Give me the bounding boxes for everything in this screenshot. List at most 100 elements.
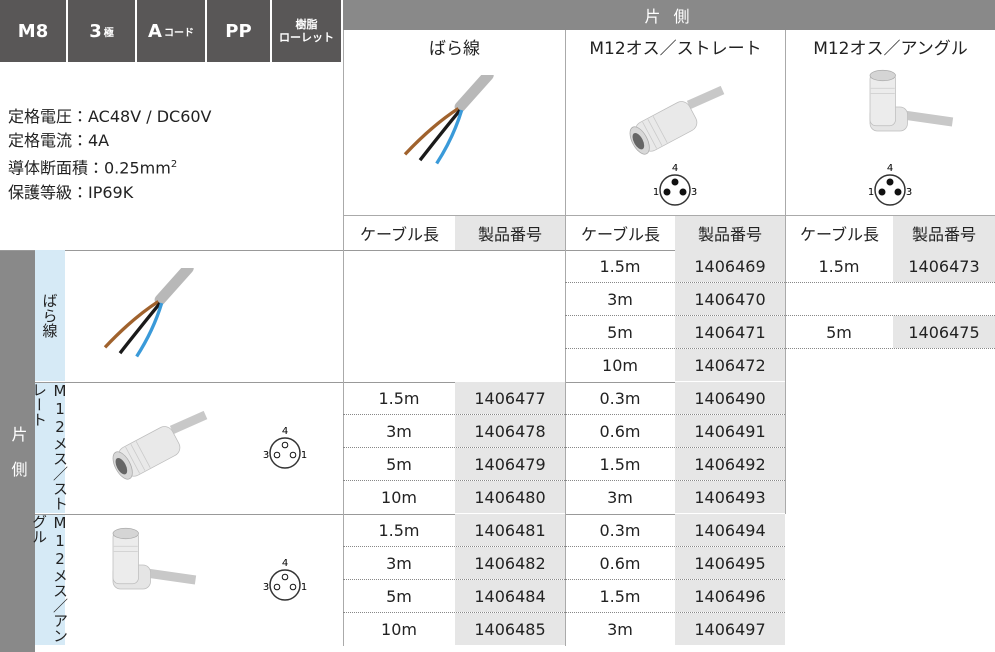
row-rule xyxy=(785,348,995,349)
row-rule xyxy=(565,579,785,580)
product-number: 1406473 xyxy=(893,250,995,282)
image-cell xyxy=(785,62,995,215)
sub-header: 製品番号 xyxy=(893,215,995,250)
badge-line: 樹脂 xyxy=(295,18,318,31)
sub-header: ケーブル長 xyxy=(343,215,455,250)
pin-diagram: 4 1 3 xyxy=(868,163,912,206)
spec-line: 保護等級：IP69K xyxy=(8,181,133,205)
rule xyxy=(343,382,344,514)
pin-label: 1 xyxy=(301,450,307,461)
sub-header: ケーブル長 xyxy=(565,215,675,250)
rule xyxy=(0,250,785,251)
pin-label: 3 xyxy=(691,187,697,198)
pin-shape xyxy=(663,188,671,196)
spec-text: 定格電流：4A xyxy=(8,131,110,151)
cable-image xyxy=(95,268,195,360)
product-number: 1406480 xyxy=(455,481,565,513)
pin-shape xyxy=(289,583,297,591)
product-number: 1406471 xyxy=(675,316,785,348)
spec-sup: 2 xyxy=(170,159,178,171)
cable-length: 3m xyxy=(386,553,412,573)
product-number: 1406481 xyxy=(455,514,565,546)
pin-label: 3 xyxy=(263,450,269,461)
cable-length: 1.5m xyxy=(378,388,420,408)
cable-length: 1.5m xyxy=(599,256,641,276)
row-rule xyxy=(565,282,785,283)
rule xyxy=(565,514,566,646)
row-rule xyxy=(565,612,785,613)
pin-shape xyxy=(886,178,894,186)
cable-length: 1.5m xyxy=(599,586,641,606)
rule xyxy=(35,382,785,383)
pin-diagram: 4 3 1 xyxy=(263,558,307,601)
connector-image xyxy=(88,520,198,610)
product-number: 1406490 xyxy=(675,382,785,414)
group-label: M12メス／ストレート xyxy=(30,382,69,514)
rule xyxy=(35,514,785,515)
rule xyxy=(565,382,566,514)
image-cell xyxy=(565,62,785,215)
pin-shape xyxy=(878,188,886,196)
cable-length: 5m xyxy=(386,586,412,606)
sub-header: 製品番号 xyxy=(455,215,565,250)
pin-shape xyxy=(679,188,687,196)
product-number: 1406469 xyxy=(675,250,785,282)
product-number: 1406477 xyxy=(455,382,565,414)
pin-label: 4 xyxy=(282,558,288,569)
product-number: 1406479 xyxy=(455,448,565,480)
spec-line: 定格電流：4A xyxy=(8,129,109,153)
pin-diagram: 4 3 1 xyxy=(263,426,307,469)
connector-image xyxy=(98,400,208,490)
product-number: 1406472 xyxy=(675,349,785,381)
spec-line: 導体断面積：0.25mm2 xyxy=(8,153,177,180)
pin-label: 1 xyxy=(301,582,307,593)
rule xyxy=(565,250,566,382)
cable-length: 3m xyxy=(607,289,633,309)
pin-label: 3 xyxy=(906,187,912,198)
product-number: 1406470 xyxy=(675,283,785,315)
cable-length: 10m xyxy=(602,355,638,375)
column-header: M12オス／ストレート xyxy=(565,30,785,62)
product-number: 1406478 xyxy=(455,415,565,447)
row-rule xyxy=(785,282,995,283)
cable-length: 1.5m xyxy=(599,454,641,474)
cable-length: 3m xyxy=(607,619,633,639)
badge-text: M8 xyxy=(17,20,49,42)
pin-diagram: 4 1 3 xyxy=(653,163,697,206)
rule xyxy=(343,514,344,646)
row-rule xyxy=(565,546,785,547)
pin-shape xyxy=(874,174,906,206)
badge: M8 xyxy=(0,0,68,62)
pin-shape xyxy=(289,451,297,459)
sub-header: 製品番号 xyxy=(675,215,785,250)
cable-length: 3m xyxy=(386,421,412,441)
pin-shape xyxy=(281,573,289,581)
row-rule xyxy=(343,579,565,580)
pin-label: 4 xyxy=(672,163,678,174)
pin-shape xyxy=(273,583,281,591)
row-rule xyxy=(565,480,785,481)
pin-shape xyxy=(269,437,301,469)
badge-text: A xyxy=(148,20,162,42)
cable-length: 1.5m xyxy=(378,520,420,540)
cable-length: 0.6m xyxy=(599,553,641,573)
pin-shape xyxy=(281,441,289,449)
spec-line: 定格電圧：AC48V / DC60V xyxy=(8,105,212,129)
rule xyxy=(343,250,344,382)
pin-shape xyxy=(671,178,679,186)
product-number: 1406492 xyxy=(675,448,785,480)
product-number: 1406495 xyxy=(675,547,785,579)
group-label: ばら線 xyxy=(35,250,65,382)
spec-text: 定格電圧：AC48V / DC60V xyxy=(8,107,212,127)
row-rule xyxy=(343,612,565,613)
product-number: 1406485 xyxy=(455,613,565,645)
cable-length: 1.5m xyxy=(818,256,860,276)
badge: 樹脂 ローレット xyxy=(272,0,343,62)
pin-shape xyxy=(273,451,281,459)
product-number: 1406475 xyxy=(893,316,995,348)
pin-label: 1 xyxy=(868,187,874,198)
rule xyxy=(785,250,786,514)
row-rule xyxy=(343,480,565,481)
product-number: 1406493 xyxy=(675,481,785,513)
